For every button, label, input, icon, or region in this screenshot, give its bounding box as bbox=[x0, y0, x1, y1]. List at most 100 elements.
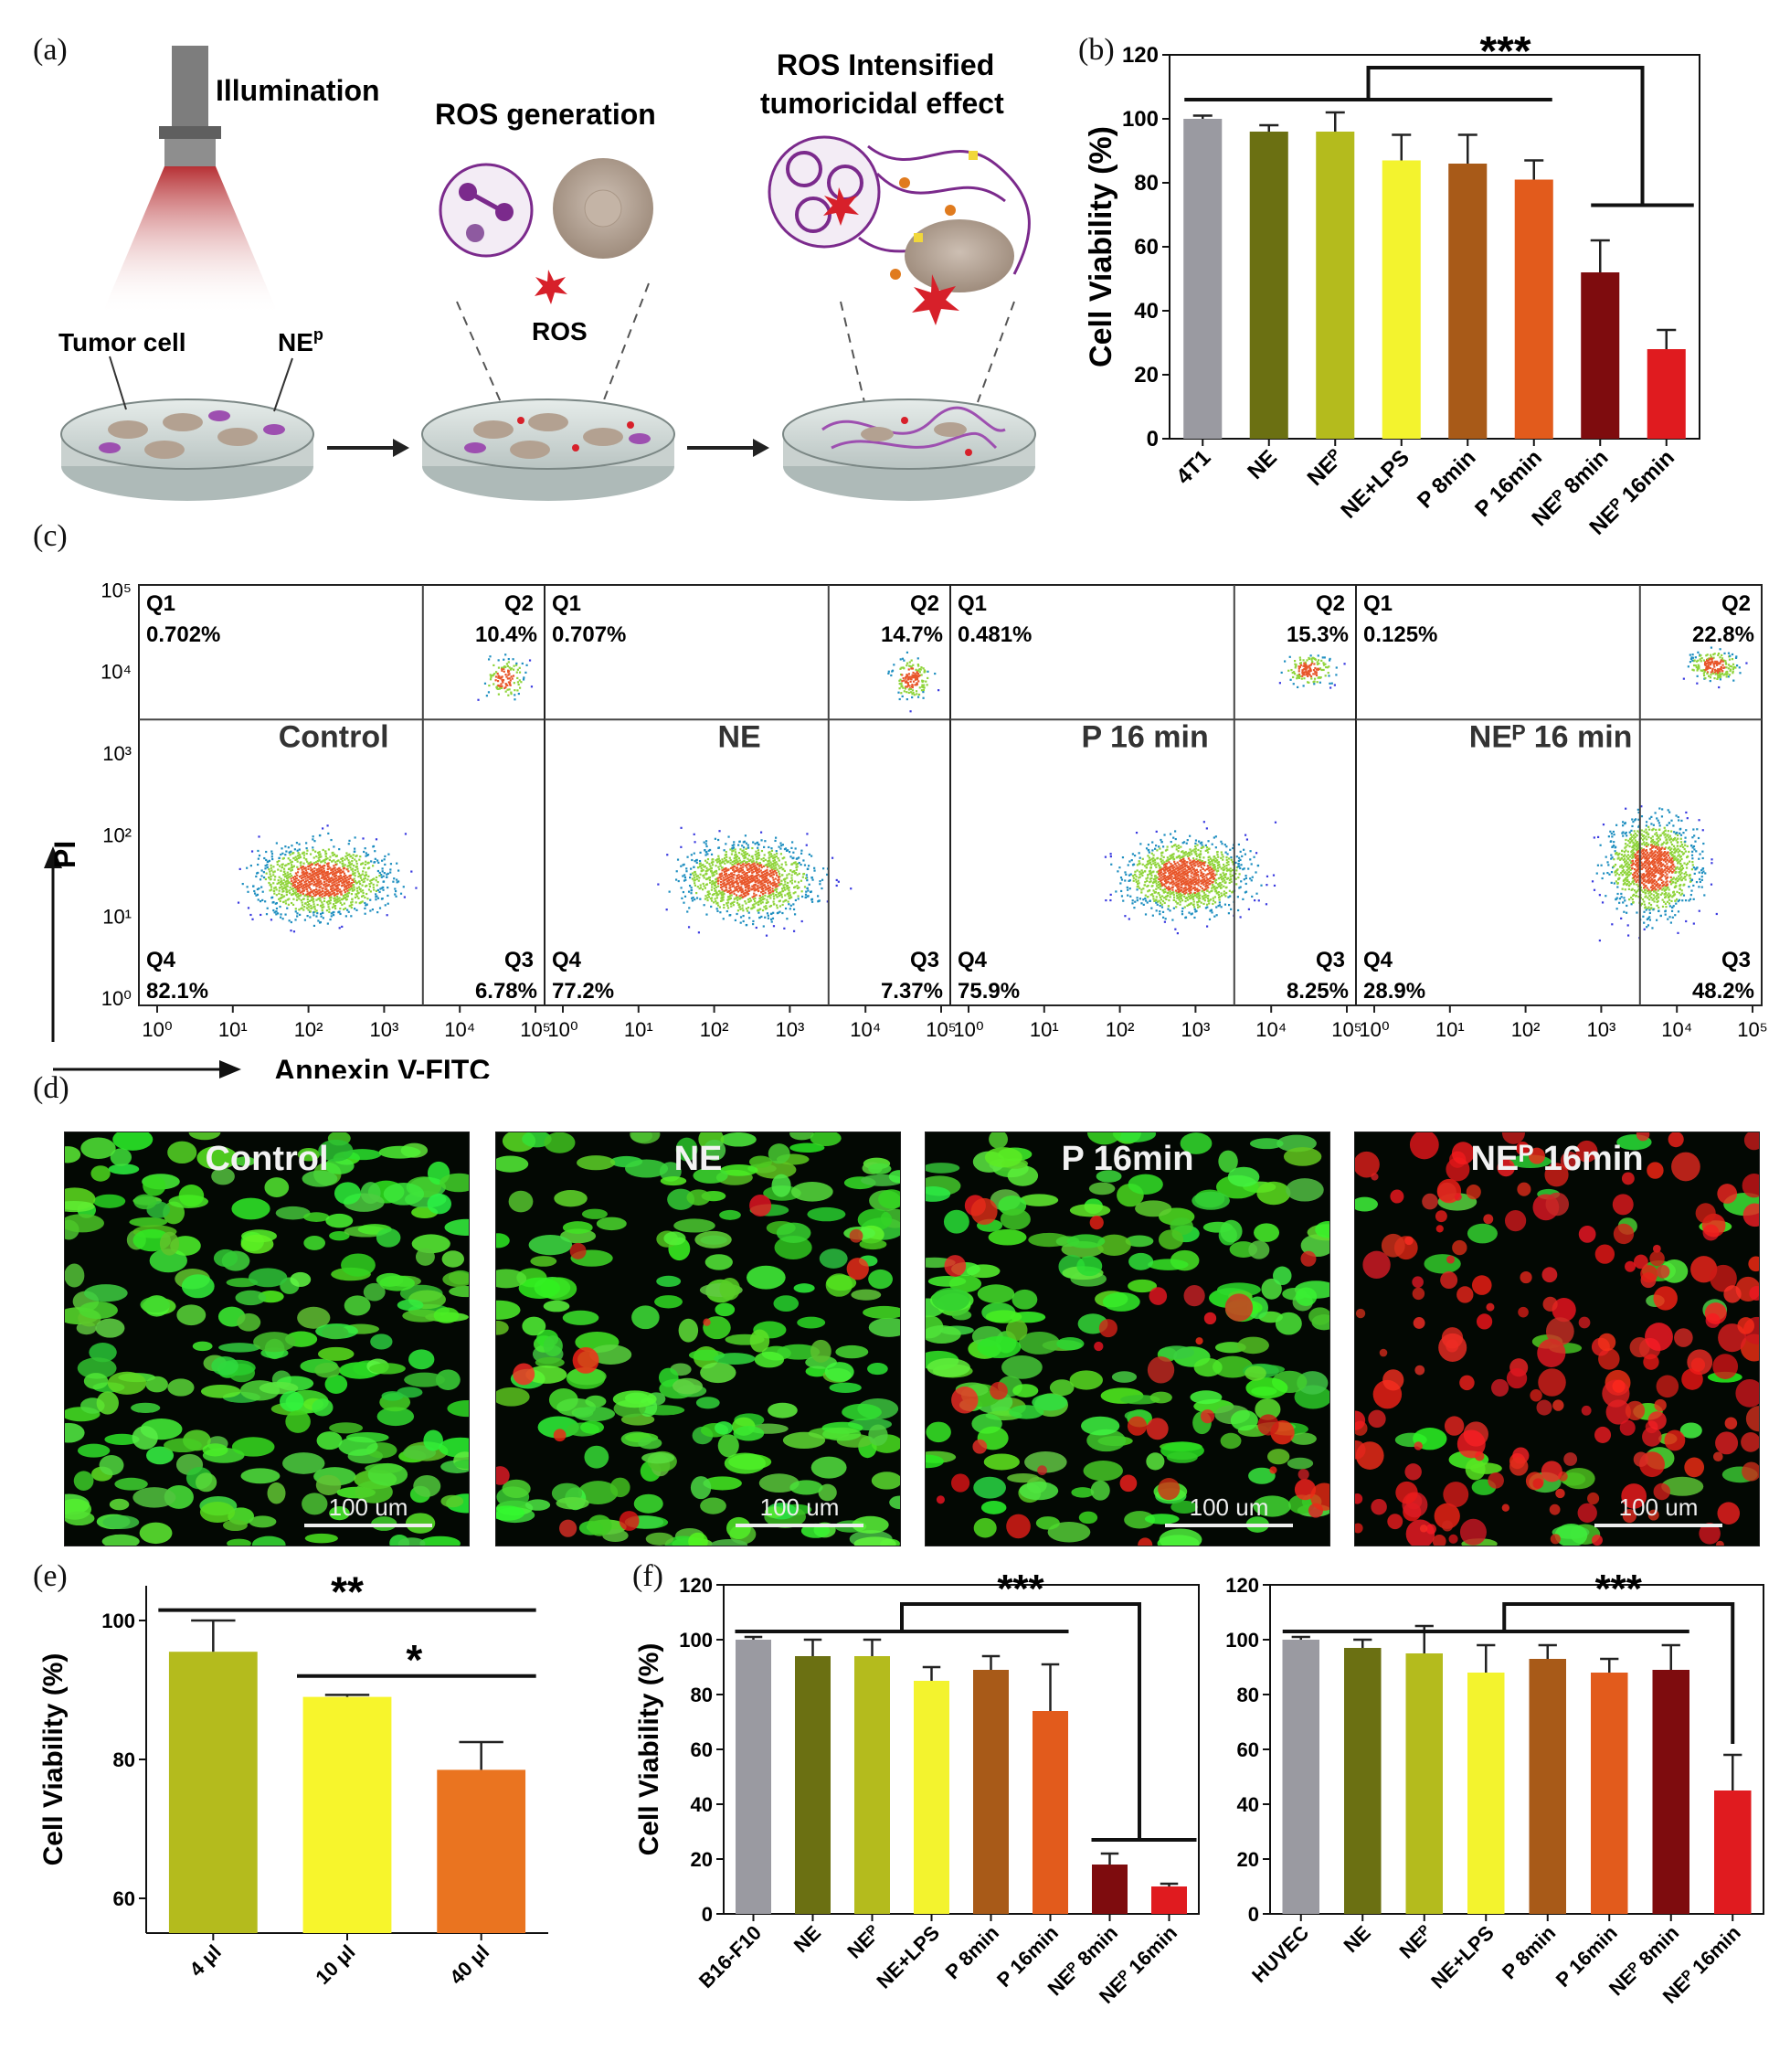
event-dot bbox=[910, 665, 913, 668]
event-dot bbox=[702, 882, 704, 886]
event-dot bbox=[1198, 888, 1201, 892]
event-dot bbox=[1181, 872, 1183, 875]
event-dot bbox=[1295, 664, 1297, 667]
event-dot bbox=[261, 890, 264, 893]
event-dot bbox=[1227, 863, 1230, 866]
event-dot bbox=[395, 895, 397, 898]
event-dot bbox=[351, 860, 354, 863]
event-dot bbox=[899, 678, 902, 681]
event-dot bbox=[1192, 873, 1195, 876]
event-dot bbox=[726, 902, 728, 905]
event-dot bbox=[790, 879, 794, 882]
x-tick-label: 10³ bbox=[370, 1018, 399, 1041]
event-dot bbox=[373, 877, 376, 880]
event-dot bbox=[394, 887, 397, 890]
event-dot bbox=[1156, 876, 1159, 879]
event-dot bbox=[1243, 878, 1245, 881]
lamp-icon bbox=[101, 46, 279, 315]
event-dot bbox=[747, 898, 750, 901]
event-dot bbox=[1129, 873, 1132, 876]
event-dot bbox=[311, 896, 313, 898]
event-dot bbox=[1145, 847, 1149, 850]
event-dot bbox=[1144, 913, 1148, 916]
flow-title: NE bbox=[718, 719, 761, 754]
event-dot bbox=[266, 907, 269, 909]
event-dot bbox=[760, 891, 763, 894]
event-dot bbox=[1167, 877, 1170, 880]
event-dot bbox=[1247, 908, 1250, 910]
event-dot bbox=[298, 843, 301, 845]
event-dot bbox=[252, 885, 255, 887]
event-dot bbox=[1313, 663, 1316, 665]
event-dot bbox=[490, 676, 493, 679]
event-dot bbox=[753, 865, 756, 867]
event-dot bbox=[305, 847, 308, 850]
event-dot bbox=[742, 846, 746, 849]
event-dot bbox=[1201, 844, 1203, 846]
event-dot bbox=[1165, 866, 1168, 868]
event-dot bbox=[333, 878, 335, 881]
event-dot bbox=[524, 671, 527, 674]
y-tick-label: 0 bbox=[1147, 427, 1159, 452]
event-dot bbox=[1155, 845, 1158, 847]
event-dot bbox=[763, 906, 766, 908]
event-dot bbox=[721, 869, 724, 872]
event-dot bbox=[1237, 877, 1240, 879]
event-dot bbox=[1694, 840, 1697, 843]
event-dot bbox=[737, 874, 740, 877]
event-dot bbox=[916, 676, 918, 679]
event-dot bbox=[1620, 864, 1623, 866]
event-dot bbox=[1208, 864, 1212, 866]
event-dot bbox=[1196, 860, 1200, 863]
event-dot bbox=[691, 858, 694, 862]
event-dot bbox=[744, 851, 747, 854]
event-dot bbox=[499, 685, 502, 688]
event-dot bbox=[711, 879, 715, 883]
event-dot bbox=[745, 902, 747, 905]
event-dot bbox=[331, 860, 334, 863]
event-dot bbox=[302, 889, 305, 892]
event-dot bbox=[346, 876, 349, 878]
event-dot bbox=[726, 855, 728, 858]
event-dot bbox=[704, 898, 707, 900]
event-dot bbox=[911, 684, 914, 686]
y-axis-label: Cell Viability (%) bbox=[1084, 126, 1118, 367]
event-dot bbox=[270, 855, 273, 858]
event-dot bbox=[334, 899, 336, 902]
event-dot bbox=[1202, 862, 1205, 865]
event-dot bbox=[256, 872, 259, 875]
event-dot bbox=[1216, 854, 1219, 856]
event-dot bbox=[333, 865, 335, 867]
event-dot bbox=[748, 878, 752, 881]
event-dot bbox=[788, 889, 790, 892]
event-dot bbox=[770, 918, 773, 920]
event-dot bbox=[1228, 878, 1231, 881]
event-dot bbox=[1175, 865, 1178, 867]
event-dot bbox=[752, 919, 755, 923]
ros-intensified-line1: ROS Intensified bbox=[777, 48, 994, 81]
event-dot bbox=[336, 870, 339, 874]
event-dot bbox=[1170, 862, 1172, 866]
event-dot bbox=[257, 898, 259, 901]
petri-dish-2 bbox=[421, 398, 675, 501]
event-dot bbox=[1188, 870, 1191, 874]
event-dot bbox=[1212, 866, 1214, 870]
event-dot bbox=[1128, 918, 1130, 920]
event-dot bbox=[774, 839, 777, 843]
event-dot bbox=[306, 904, 309, 907]
x-tick-label: 10⁵ bbox=[926, 1018, 957, 1041]
event-dot bbox=[1147, 874, 1149, 877]
event-dot bbox=[319, 920, 322, 924]
event-dot bbox=[1680, 819, 1683, 823]
event-dot bbox=[1657, 886, 1659, 888]
event-dot bbox=[302, 884, 304, 887]
event-dot bbox=[1147, 896, 1149, 898]
event-dot bbox=[310, 869, 312, 872]
event-dot bbox=[331, 885, 334, 887]
event-dot bbox=[770, 874, 773, 877]
event-dot bbox=[757, 843, 760, 846]
event-dot bbox=[300, 877, 303, 880]
event-dot bbox=[916, 693, 918, 696]
event-dot bbox=[477, 698, 480, 701]
